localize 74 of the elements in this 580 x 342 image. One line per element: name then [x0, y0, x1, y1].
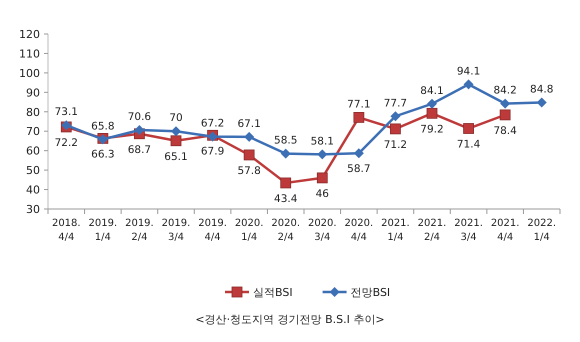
- data-label: 67.9: [200, 145, 224, 158]
- data-label: 58.7: [347, 163, 371, 176]
- y-tick-label: 100: [19, 66, 40, 80]
- y-tick-label: 90: [26, 86, 40, 100]
- data-label: 58.1: [310, 135, 334, 148]
- point: [390, 123, 401, 134]
- x-tick-label: 2020. 3/4: [308, 218, 337, 243]
- data-label: 46: [316, 188, 330, 200]
- data-label: 78.4: [493, 124, 518, 137]
- x-tick-label: 2018. 4/4: [52, 218, 81, 243]
- data-label: 57.8: [237, 164, 261, 177]
- data-label: 73.1: [54, 106, 78, 118]
- x-tick-label: 2022. 1/4: [527, 218, 556, 243]
- text: <경산·청도지역 경기전망 B.S.I 추이>: [195, 313, 385, 326]
- point: [463, 123, 474, 134]
- data-label: 68.7: [128, 144, 152, 156]
- x-tick-label: 2020. 2/4: [271, 218, 300, 243]
- point: [317, 149, 328, 160]
- y-tick-label: 110: [19, 47, 40, 60]
- data-label: 77.1: [347, 98, 371, 110]
- x-tick-label: 2020. 1/4: [234, 218, 264, 243]
- legend-label: 전망BSI: [350, 286, 390, 299]
- point: [280, 178, 292, 188]
- point: [170, 135, 182, 146]
- point: [427, 98, 437, 109]
- data-label: 79.2: [420, 123, 444, 136]
- x-tick-label: 2021. 3/4: [454, 218, 483, 243]
- data-label: 77.7: [384, 97, 408, 110]
- y-tick-label: 120: [19, 28, 40, 41]
- y-tick-label: 30: [26, 203, 40, 216]
- data-label: 72.2: [54, 136, 78, 149]
- data-label: 67.1: [237, 118, 261, 130]
- point: [500, 98, 510, 109]
- point: [390, 111, 400, 122]
- x-tick-label: 2019. 3/4: [162, 218, 190, 243]
- x-tick-label: 2019. 2/4: [125, 218, 154, 243]
- point: [280, 148, 291, 159]
- point: [244, 150, 255, 160]
- y-tick-label: 60: [26, 144, 40, 158]
- x-tick-label: 2019. 4/4: [198, 218, 227, 243]
- y-tick-label: 80: [26, 106, 40, 119]
- data-label: 66.3: [91, 148, 115, 160]
- data-label: 84.8: [530, 83, 554, 96]
- point: [244, 132, 254, 142]
- data-label: 71.4: [456, 138, 481, 150]
- data-label: 43.4: [274, 192, 298, 205]
- point: [171, 126, 181, 136]
- data-label: 65.8: [91, 120, 115, 132]
- data-label: 67.2: [200, 118, 224, 130]
- data-label: 94.1: [456, 65, 480, 78]
- data-label: 70: [169, 112, 183, 124]
- point: [426, 108, 438, 119]
- x-tick-label: 2019. 1/4: [88, 218, 118, 243]
- data-label: 65.1: [164, 150, 188, 163]
- point: [354, 148, 364, 158]
- x-tick-label: 2021. 2/4: [418, 218, 446, 243]
- data-label: 71.2: [384, 138, 408, 151]
- data-label: 84.1: [420, 84, 444, 97]
- point: [536, 97, 547, 108]
- x-tick-label: 2021. 1/4: [381, 218, 410, 243]
- point: [500, 109, 511, 120]
- point: [316, 172, 328, 184]
- point: [353, 112, 364, 123]
- data-label: 70.6: [128, 111, 152, 124]
- y-tick-label: 70: [26, 125, 40, 138]
- data-label: 58.5: [274, 134, 298, 147]
- y-tick-label: 40: [26, 184, 40, 197]
- x-tick-label: 2020. 4/4: [344, 218, 374, 243]
- data-label: 84.2: [493, 84, 517, 97]
- x-tick-label: 2021. 4/4: [490, 218, 520, 243]
- point: [464, 79, 474, 90]
- legend-label: 실적BSI: [253, 286, 293, 299]
- point: [134, 125, 144, 136]
- y-tick-label: 50: [26, 164, 40, 178]
